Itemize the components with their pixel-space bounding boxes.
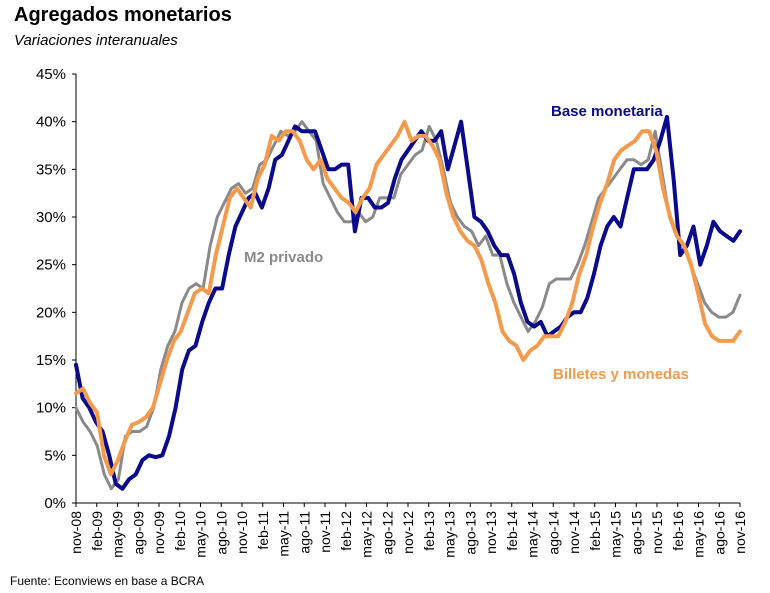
x-tick-label: may-13 [442, 511, 458, 558]
x-tick-label: may-14 [525, 511, 541, 558]
x-tick-label: nov-13 [483, 511, 499, 554]
x-tick-label: ago-16 [711, 511, 727, 555]
y-axis-labels: 0% 5% 10% 15% 20% 25% 30% 35% 40% 45% [36, 66, 66, 512]
x-tick-label: ago-13 [462, 511, 478, 555]
chart-title: Agregados monetarios [14, 4, 232, 26]
x-tick-label: ago-14 [545, 511, 561, 555]
line-chart: 0% 5% 10% 15% 20% 25% 30% 35% 40% 45% nov-08 feb-0… [36, 66, 748, 558]
x-tick-label: may-16 [691, 511, 707, 558]
x-tick-label: may-11 [276, 511, 292, 557]
x-tick-label: nov-09 [151, 511, 167, 554]
x-tick-label: may-10 [193, 511, 209, 558]
series-line-m2-privado [74, 120, 742, 491]
x-tick-label: feb-09 [89, 511, 105, 551]
x-tick-label: ago-11 [296, 511, 312, 554]
x-tick-label: ago-15 [628, 511, 644, 555]
x-tick-label: may-09 [110, 511, 126, 558]
y-tick-label: 10% [36, 400, 66, 417]
x-tick-label: ago-12 [379, 511, 395, 555]
x-tick-label: may-12 [359, 511, 375, 558]
series-labels: Base monetaria M2 privado Billetes y moned… [244, 103, 689, 383]
x-tick-label: nov-16 [732, 511, 748, 554]
x-tick-label: feb-16 [670, 511, 686, 551]
series-lines [74, 114, 742, 491]
series-label-base-monetaria: Base monetaria [551, 103, 663, 120]
x-tick-label: ago-10 [213, 511, 229, 555]
series-label-m2-privado: M2 privado [244, 249, 323, 266]
x-tick-label: ago-09 [130, 511, 146, 555]
y-tick-label: 45% [36, 66, 66, 83]
x-tick-label: feb-15 [587, 511, 603, 551]
y-tick-label: 15% [36, 352, 66, 369]
y-tick-label: 20% [36, 304, 66, 321]
y-tick-label: 25% [36, 257, 66, 274]
x-tick-label: nov-12 [400, 511, 416, 554]
series-line-billetes-y-monedas [74, 119, 742, 477]
x-axis-labels: nov-08 feb-09 may-09 ago-09 nov-09 feb-10 may-… [68, 511, 748, 558]
x-tick-label: nov-14 [566, 511, 582, 554]
x-tick-label: feb-11 [255, 511, 271, 550]
x-tick-label: nov-10 [234, 511, 250, 554]
y-tick-label: 35% [36, 161, 66, 178]
axes [72, 73, 741, 507]
x-tick-label: nov-08 [68, 511, 84, 554]
series-line-base-monetaria [74, 114, 742, 491]
series-label-billetes-y-monedas: Billetes y monedas [553, 366, 689, 383]
y-tick-label: 0% [44, 495, 66, 512]
source-note: Fuente: Econviews en base a BCRA [10, 574, 205, 588]
x-tick-label: feb-14 [504, 511, 520, 551]
chart-subtitle: Variaciones interanuales [14, 32, 178, 49]
y-tick-label: 40% [36, 114, 66, 131]
x-tick-label: feb-13 [421, 511, 437, 551]
x-tick-label: nov-11 [317, 511, 333, 553]
x-tick-label: nov-15 [649, 511, 665, 554]
y-tick-label: 30% [36, 209, 66, 226]
x-tick-label: may-15 [608, 511, 624, 558]
y-tick-label: 5% [44, 447, 66, 464]
x-tick-label: feb-12 [338, 511, 354, 551]
x-tick-label: feb-10 [172, 511, 188, 551]
